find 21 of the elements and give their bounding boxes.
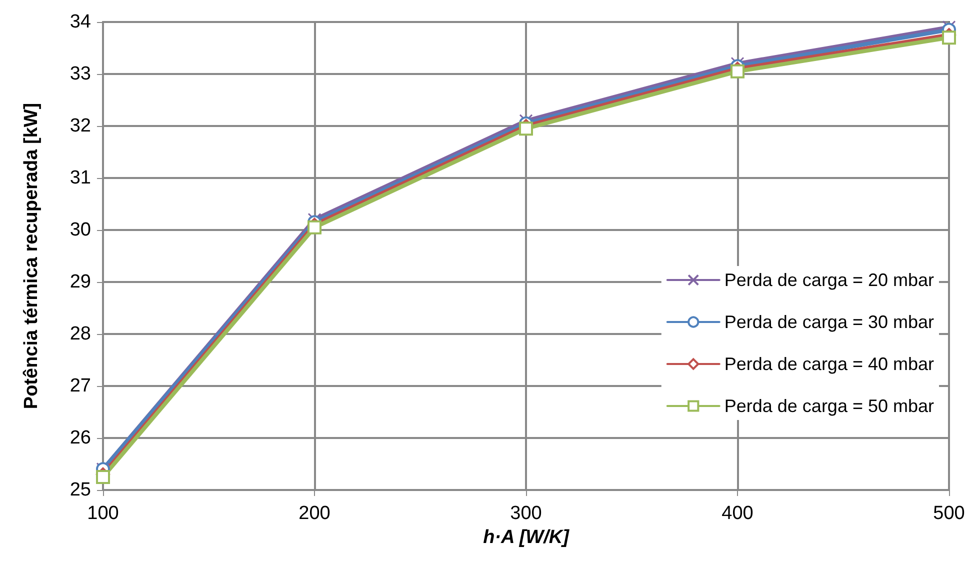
y-tick-label: 30 — [70, 220, 91, 240]
legend-label: Perda de carga = 50 mbar — [724, 396, 934, 416]
y-tick-label: 27 — [70, 376, 91, 396]
y-tick-label: 33 — [70, 64, 91, 84]
legend-label: Perda de carga = 20 mbar — [724, 270, 934, 290]
y-tick-label: 34 — [70, 12, 92, 32]
x-tick-label: 200 — [298, 503, 330, 524]
y-tick-label: 25 — [70, 480, 91, 500]
y-tick-label: 31 — [70, 168, 91, 188]
legend-label: Perda de carga = 30 mbar — [724, 312, 934, 332]
legend-label: Perda de carga = 40 mbar — [724, 354, 934, 374]
x-axis-title: h·A [W/K] — [483, 527, 570, 548]
y-tick-label: 32 — [70, 116, 91, 136]
y-tick-label: 28 — [70, 324, 91, 344]
y-tick-label: 29 — [70, 272, 91, 292]
y-tick-label: 26 — [70, 428, 91, 448]
x-tick-label: 300 — [510, 503, 542, 524]
x-tick-label: 500 — [933, 503, 965, 524]
x-tick-label: 100 — [87, 503, 119, 524]
x-tick-label: 400 — [722, 503, 754, 524]
y-axis-title: Potência térmica recuperada [kW] — [21, 102, 42, 410]
